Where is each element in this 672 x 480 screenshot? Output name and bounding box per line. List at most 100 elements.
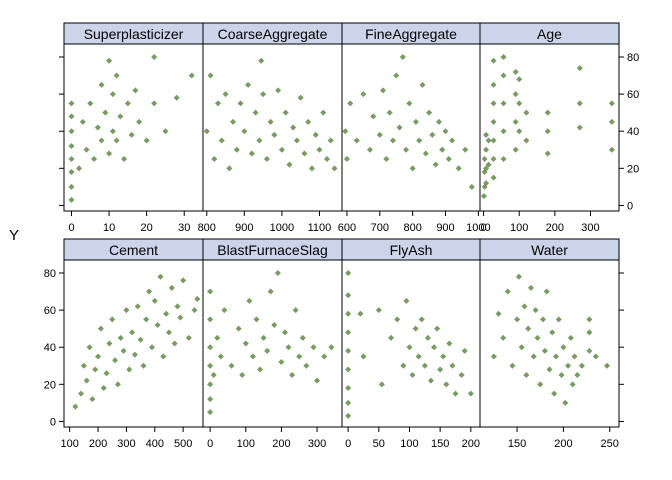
y-tick-label: 40 <box>627 126 639 138</box>
data-point <box>446 340 453 347</box>
data-point <box>586 316 593 323</box>
data-point <box>83 377 90 384</box>
data-point <box>233 146 240 153</box>
data-point <box>92 366 99 373</box>
data-point <box>461 347 468 354</box>
data-point <box>562 399 569 406</box>
data-point <box>427 377 434 384</box>
data-point <box>89 396 96 403</box>
data-point <box>106 150 113 157</box>
panel-frame <box>63 259 204 428</box>
data-point <box>109 128 116 135</box>
x-tick-label: 50 <box>373 438 385 450</box>
data-point <box>78 390 85 397</box>
panel-flyash: FlyAsh 0 50 100 150 200 <box>341 238 481 450</box>
data-point <box>117 334 124 341</box>
data-point <box>578 362 585 369</box>
data-point <box>103 370 110 377</box>
data-point <box>523 372 530 379</box>
data-point <box>495 310 502 317</box>
strip-label: FineAggregate <box>365 26 457 42</box>
data-point <box>345 269 352 276</box>
x-tick-label: 20 <box>141 222 153 234</box>
data-point <box>360 91 367 98</box>
panel-frame <box>63 43 204 212</box>
data-point <box>574 372 581 379</box>
data-point <box>86 344 93 351</box>
data-point <box>353 137 360 144</box>
data-point <box>412 325 419 332</box>
data-point <box>151 53 158 60</box>
data-point <box>483 165 490 172</box>
panel-frame <box>341 43 481 212</box>
x-tick-label: 100 <box>60 438 78 450</box>
data-point <box>516 100 523 107</box>
data-point <box>409 372 416 379</box>
x-tick-label: 300 <box>581 222 599 234</box>
data-point <box>226 165 233 172</box>
data-point <box>434 325 441 332</box>
data-point <box>123 307 130 314</box>
data-point <box>345 385 352 392</box>
data-point <box>586 329 593 336</box>
data-point <box>552 353 559 360</box>
data-point <box>120 347 127 354</box>
data-point <box>113 137 120 144</box>
data-point <box>462 146 469 153</box>
data-point <box>274 269 281 276</box>
data-point <box>68 128 75 135</box>
panel-cement: Cement 100 200 300 400 500 0 20 40 60 80 <box>44 238 204 450</box>
data-point <box>91 156 98 163</box>
x-tick-label: 100 <box>237 438 255 450</box>
data-point <box>565 362 572 369</box>
data-point <box>481 156 488 163</box>
data-point <box>301 150 308 157</box>
data-point <box>173 94 180 101</box>
data-point <box>282 109 289 116</box>
data-point <box>490 174 497 181</box>
data-point <box>521 303 528 310</box>
panel-blastfurnaceslag: BlastFurnaceSlag 0 100 200 300 <box>202 238 343 450</box>
data-point <box>551 390 558 397</box>
data-point <box>267 288 274 295</box>
data-point <box>211 156 218 163</box>
data-point <box>126 366 133 373</box>
data-point <box>603 362 610 369</box>
data-point <box>500 53 507 60</box>
data-point <box>242 340 249 347</box>
data-point <box>292 307 299 314</box>
data-point <box>406 100 413 107</box>
data-point <box>357 310 364 317</box>
data-point <box>271 321 278 328</box>
data-point <box>114 381 121 388</box>
data-point <box>248 150 255 157</box>
data-point <box>480 193 487 200</box>
data-point <box>435 118 442 125</box>
data-point <box>157 273 164 280</box>
x-tick-label: 900 <box>235 222 253 234</box>
x-tick-label: 200 <box>89 438 107 450</box>
panel-age: Age 0 100 200 300 0 20 40 60 80 <box>479 22 639 234</box>
data-point <box>285 344 292 351</box>
data-point <box>327 137 334 144</box>
data-point <box>215 100 222 107</box>
x-tick-label: 100 <box>510 222 528 234</box>
data-point <box>323 156 330 163</box>
data-point <box>305 118 312 125</box>
data-point <box>504 288 511 295</box>
x-tick-label: 800 <box>198 222 216 234</box>
data-point <box>163 310 170 317</box>
data-point <box>515 273 522 280</box>
x-tick-label: 1100 <box>308 222 332 234</box>
data-point <box>345 292 352 299</box>
data-point <box>468 183 475 190</box>
data-point <box>378 381 385 388</box>
y-tick-label: 60 <box>627 89 639 101</box>
data-point <box>165 329 172 336</box>
data-point <box>512 68 519 75</box>
data-point <box>214 334 221 341</box>
y-tick-label: 60 <box>44 305 56 317</box>
data-point <box>278 359 285 366</box>
data-point <box>380 87 387 94</box>
data-point <box>532 307 539 314</box>
